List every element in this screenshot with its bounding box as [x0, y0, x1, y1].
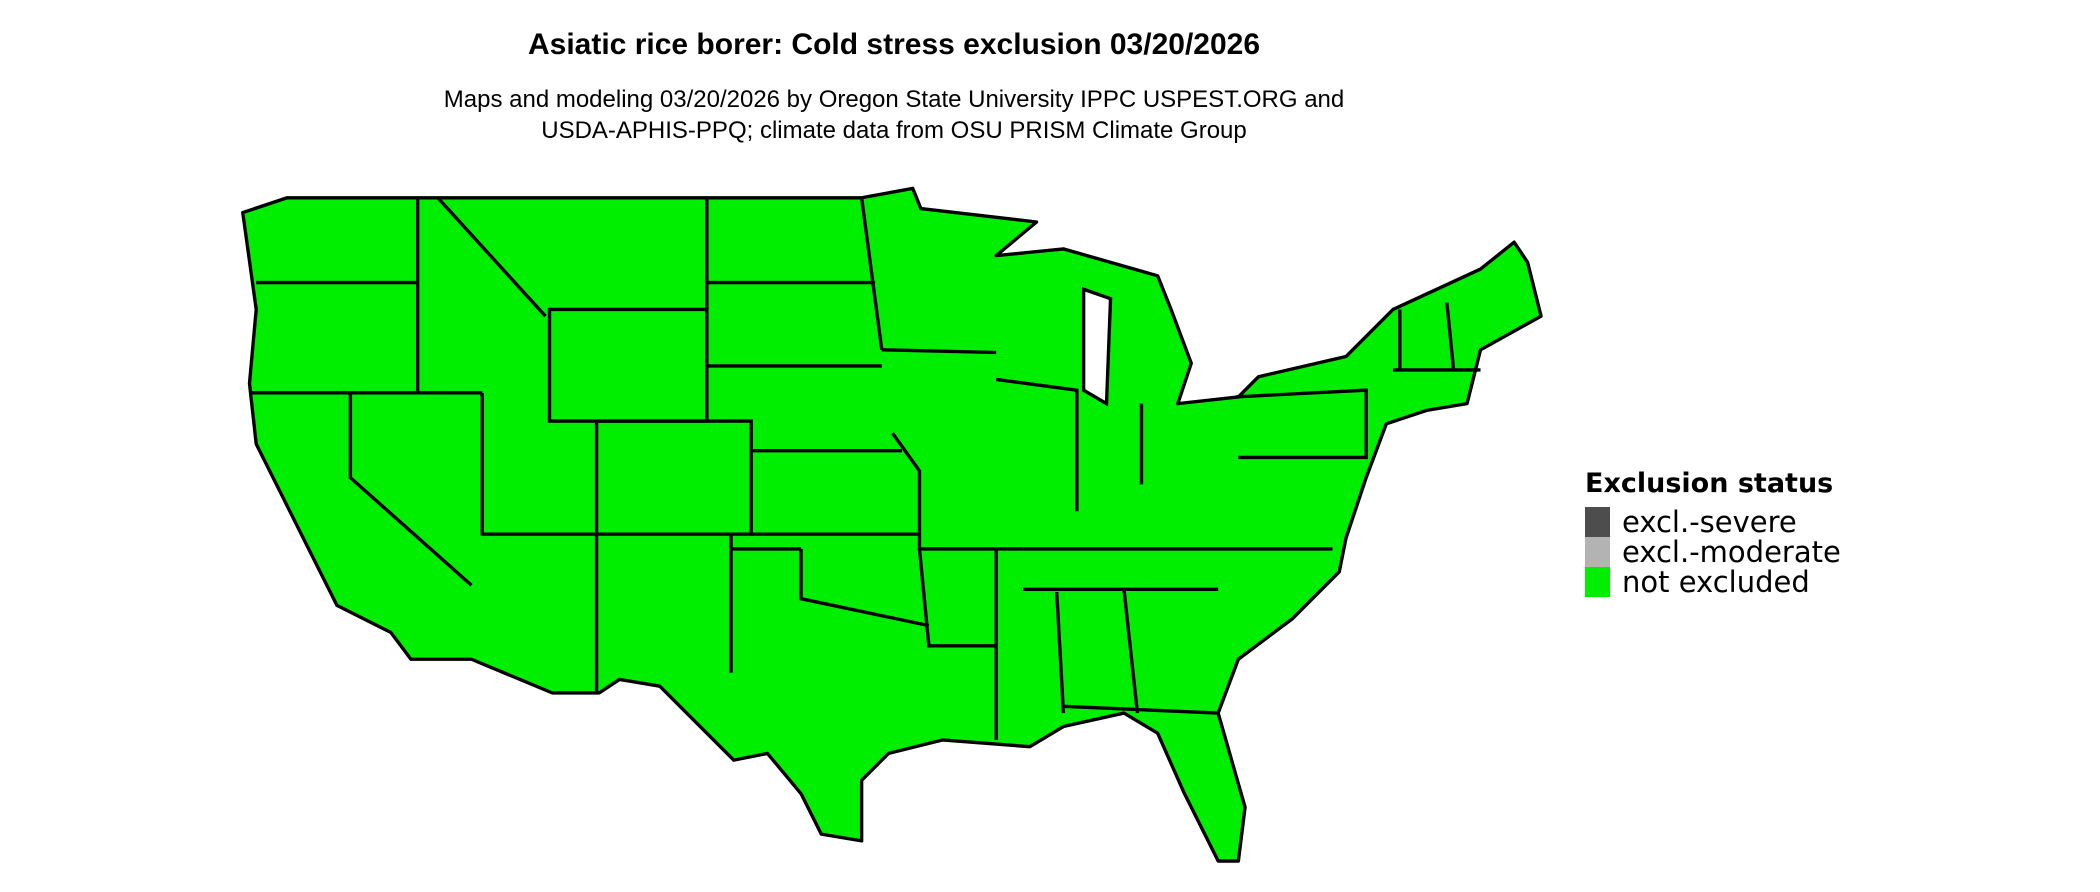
legend-label: not excluded — [1622, 565, 1810, 599]
legend: Exclusion status excl.-severe excl.-mode… — [1585, 468, 1841, 599]
lake-michigan — [1081, 286, 1113, 407]
map-subtitle-line-1: Maps and modeling 03/20/2026 by Oregon S… — [443, 86, 1345, 113]
legend-item-not-excluded: not excluded — [1585, 565, 1841, 599]
map-subtitle-line-2: USDA-APHIS-PPQ; climate data from OSU PR… — [541, 117, 1247, 144]
legend-item-severe: excl.-severe — [1585, 505, 1841, 539]
us-outline — [241, 186, 1543, 863]
legend-label: excl.-severe — [1622, 505, 1797, 539]
map-title: Asiatic rice borer: Cold stress exclusio… — [527, 28, 1261, 61]
legend-title: Exclusion status — [1585, 468, 1834, 499]
legend-swatch-not-excluded — [1585, 567, 1610, 597]
legend-swatch-moderate — [1585, 537, 1610, 567]
legend-item-moderate: excl.-moderate — [1585, 535, 1841, 569]
legend-swatch-severe — [1585, 507, 1610, 537]
legend-label: excl.-moderate — [1622, 535, 1841, 569]
state-borders — [249, 196, 1481, 740]
